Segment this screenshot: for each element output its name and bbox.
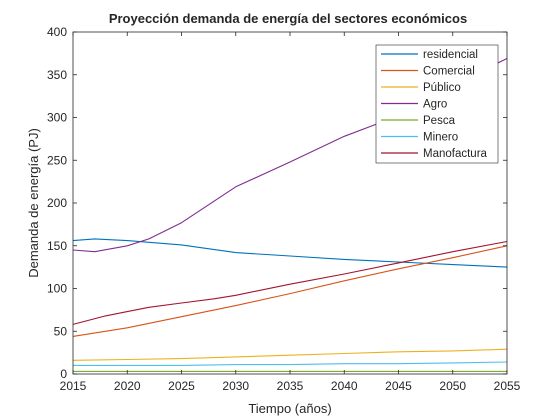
- y-tick-label: 350: [47, 68, 67, 82]
- y-tick-label: 100: [47, 282, 67, 296]
- x-tick-label: 2055: [494, 379, 521, 393]
- legend-label-pesca: Pesca: [423, 115, 456, 127]
- legend-label-minero: Minero: [423, 132, 458, 144]
- legend-label-residencial: residencial: [423, 49, 478, 61]
- y-tick-label: 0: [60, 367, 67, 381]
- series-line-minero: [73, 361, 508, 366]
- y-axis-label: Demanda de energía (PJ): [26, 128, 41, 278]
- y-tick-label: 50: [54, 324, 68, 338]
- x-tick-label: 2040: [331, 379, 358, 393]
- y-tick-label: 200: [47, 196, 67, 210]
- y-tick-label: 250: [47, 153, 67, 167]
- x-tick-label: 2015: [60, 379, 87, 393]
- y-tick-label: 300: [47, 111, 67, 125]
- chart-title: Proyección demanda de energía del sector…: [109, 11, 467, 26]
- x-tick-label: 2030: [222, 379, 249, 393]
- series-line-publico: [72, 348, 508, 361]
- x-tick-label: 2035: [277, 379, 304, 393]
- x-axis-label: Tiempo (años): [248, 401, 331, 416]
- legend-label-comercial: Comercial: [423, 66, 475, 78]
- x-tick-label: 2020: [114, 379, 141, 393]
- legend-label-agro: Agro: [423, 99, 447, 111]
- y-tick-label: 400: [47, 25, 67, 39]
- y-tick-label: 150: [47, 239, 67, 253]
- ticks-layer: 2015 2020 2025 2030 2035 2040 2045 2050 2055 0 50 1…: [47, 25, 521, 393]
- x-tick-label: 2050: [439, 379, 466, 393]
- series-line-manofactura: [72, 240, 508, 325]
- series-line-comercial: [72, 245, 508, 337]
- x-tick-label: 2025: [168, 379, 195, 393]
- legend: residencial Comercial Público Agro Pesca Mine…: [375, 44, 499, 164]
- series-layer: [72, 58, 508, 372]
- legend-label-publico: Público: [423, 82, 461, 94]
- x-tick-label: 2045: [385, 379, 412, 393]
- legend-label-manofactura: Manofactura: [423, 148, 488, 160]
